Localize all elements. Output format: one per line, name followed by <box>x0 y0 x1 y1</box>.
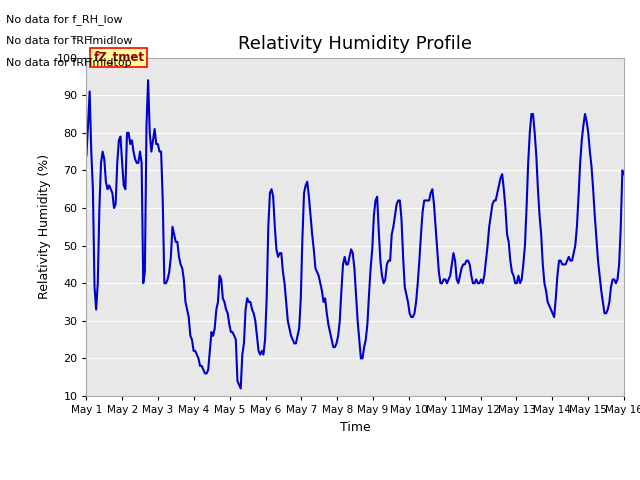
Text: No data for f̅RH̅midtop: No data for f̅RH̅midtop <box>6 58 132 68</box>
Legend: 22m: 22m <box>320 478 390 480</box>
Title: Relativity Humidity Profile: Relativity Humidity Profile <box>238 35 472 53</box>
Text: fZ_tmet: fZ_tmet <box>93 51 145 64</box>
Y-axis label: Relativity Humidity (%): Relativity Humidity (%) <box>38 154 51 300</box>
X-axis label: Time: Time <box>340 420 371 433</box>
Text: No data for f_RH_low: No data for f_RH_low <box>6 14 123 25</box>
Text: No data for f̅RH̅midlow: No data for f̅RH̅midlow <box>6 36 133 46</box>
